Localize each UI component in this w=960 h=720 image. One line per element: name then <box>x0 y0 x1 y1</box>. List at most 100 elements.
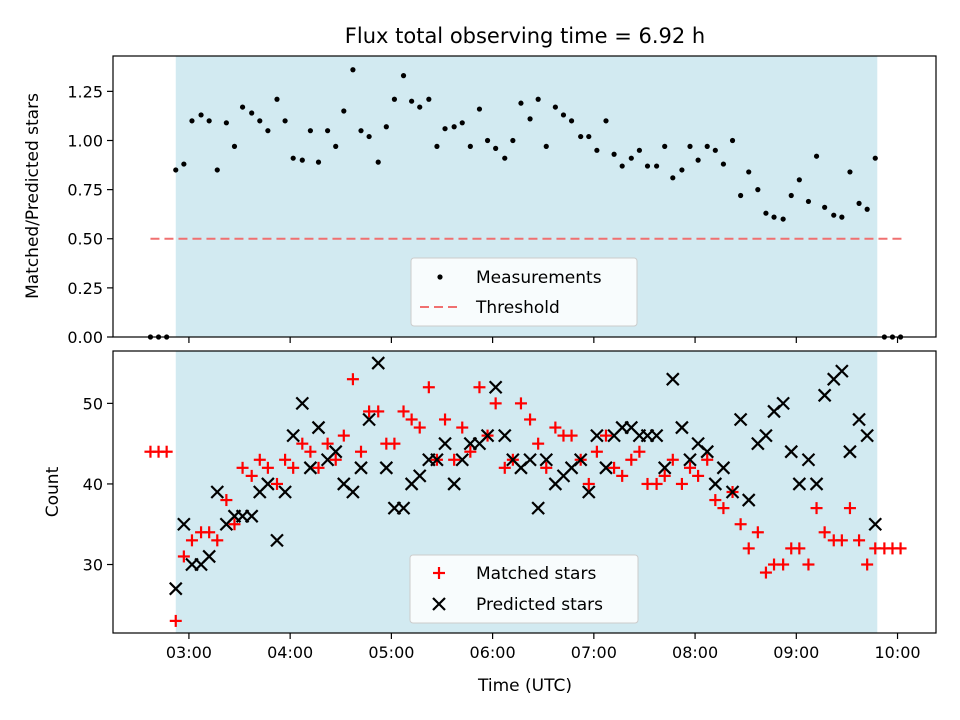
matched-star-point <box>177 550 190 563</box>
predicted-star-point <box>244 509 259 523</box>
measurement-point <box>358 128 364 134</box>
measurement-point <box>755 187 761 193</box>
matched-star-point <box>734 518 747 531</box>
measurement-point <box>738 192 744 199</box>
measurement-point <box>568 118 575 124</box>
predicted-star-point <box>801 452 816 467</box>
measurement-point <box>375 159 381 165</box>
measurement-point <box>611 151 617 157</box>
matched-star-point <box>675 477 688 490</box>
measurement-point <box>467 143 473 149</box>
measurement-point <box>510 137 516 144</box>
measurement-point <box>856 200 862 206</box>
measurement-point <box>502 155 508 161</box>
x-tick-label: 09:00 <box>773 643 819 662</box>
measurement-point <box>654 163 660 169</box>
matched-star-point <box>270 477 283 490</box>
matched-star-point <box>759 566 772 579</box>
matched-star-point <box>312 461 325 474</box>
count-panel: 30 40 50 03:00 04:00 05:00 06:00 07:00 08:00 09:… <box>43 350 937 696</box>
matched-star-point <box>582 477 595 490</box>
matched-star-point <box>388 437 401 450</box>
y-tick-label: 50 <box>83 394 103 413</box>
matched-star-point <box>751 526 764 539</box>
x-axis-label: Time (UTC) <box>477 676 572 696</box>
matched-star-point <box>633 445 646 458</box>
matched-star-point <box>742 542 755 555</box>
x-tick-label: 05:00 <box>368 643 414 662</box>
measurement-point <box>560 112 567 118</box>
x-tick-label: 03:00 <box>166 643 212 662</box>
predicted-star-point <box>582 485 596 499</box>
measurement-point <box>223 120 229 126</box>
predicted-star-point <box>430 452 444 467</box>
measurement-point <box>805 198 812 205</box>
matched-star-point <box>835 534 848 547</box>
predicted-star-point <box>311 420 326 435</box>
predicted-star-point <box>725 485 740 499</box>
predicted-star-point <box>202 549 216 564</box>
matched-star-point <box>413 421 426 434</box>
measurement-point <box>198 112 204 118</box>
matched-star-point <box>253 453 266 466</box>
predicted-star-point <box>675 420 689 435</box>
matched-star-point <box>279 453 292 466</box>
matched-star-point <box>211 534 224 547</box>
measurement-point <box>493 145 499 151</box>
matched-star-point <box>590 445 603 458</box>
y-tick-label: 40 <box>83 475 103 494</box>
matched-star-point <box>236 461 249 474</box>
matched-star-point <box>802 558 815 571</box>
predicted-star-point <box>852 412 866 427</box>
y-axis-label: Matched/Predicted stars <box>23 93 43 299</box>
matched-star-point <box>793 542 806 555</box>
predicted-star-point <box>657 461 672 475</box>
measurement-point <box>350 67 356 73</box>
measurement-point <box>434 143 440 149</box>
measurement-point <box>872 155 878 161</box>
predicted-star-point <box>438 436 452 451</box>
measurement-point <box>315 159 322 165</box>
x-tick-label: 08:00 <box>672 643 718 662</box>
predicted-star-point <box>792 477 807 491</box>
measurement-point <box>839 214 845 220</box>
predicted-star-point <box>177 517 191 532</box>
matched-star-point <box>717 502 730 515</box>
matched-star-point <box>599 429 612 442</box>
measurement-point <box>400 73 407 79</box>
matched-star-point <box>372 405 385 418</box>
matched-star-point <box>245 469 258 482</box>
plot-frame <box>112 55 937 338</box>
matched-star-point <box>304 445 317 458</box>
predicted-star-point <box>346 485 360 499</box>
predicted-star-point <box>700 444 714 459</box>
y-axis-ticks: 0.00 0.25 0.50 0.75 1.00 1.25 <box>67 82 113 347</box>
measurement-point <box>636 147 642 153</box>
measurement-point <box>813 153 820 159</box>
measurement-point <box>831 212 837 218</box>
matched-star-point <box>464 445 477 458</box>
matched-star-point <box>853 534 866 547</box>
measurement-point <box>265 128 271 134</box>
legend-box <box>409 554 639 624</box>
matched-star-point <box>203 526 216 539</box>
predicted-star-point <box>328 444 343 459</box>
measurement-point <box>644 163 651 169</box>
matched-star-point <box>625 453 638 466</box>
predicted-star-point <box>261 477 275 491</box>
matched-star-point <box>473 381 486 394</box>
measurement-point <box>173 167 179 173</box>
measurement-point <box>257 118 263 124</box>
matched-star-point <box>894 542 907 555</box>
predicted-star-point <box>497 428 512 443</box>
measurement-point <box>729 137 736 144</box>
measurement-point <box>307 128 313 134</box>
measurement-point <box>704 143 710 149</box>
measurement-point <box>603 118 609 124</box>
predicted-star-point <box>573 452 588 467</box>
matched-star-point <box>169 614 182 627</box>
predicted-star-point <box>168 581 183 596</box>
predicted-star-point <box>741 493 756 507</box>
matched-star-point <box>296 437 309 450</box>
matched-star-point <box>616 469 629 482</box>
